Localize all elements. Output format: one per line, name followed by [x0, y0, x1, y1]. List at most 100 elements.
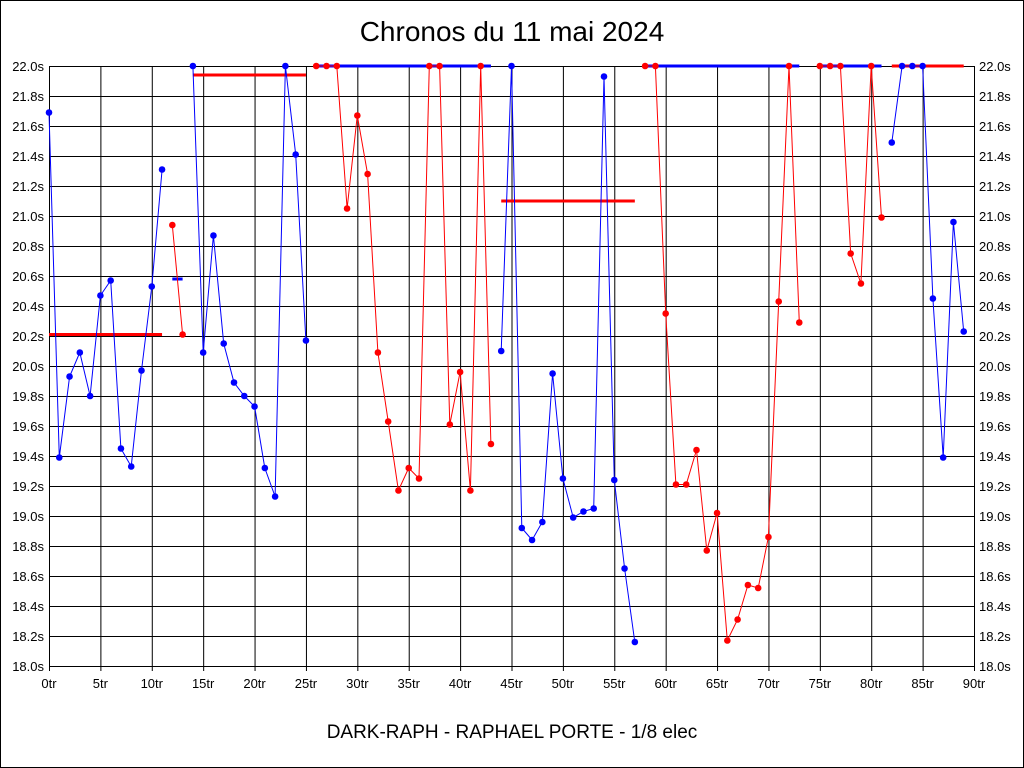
y-tick-label-right: 21.8s: [979, 89, 1011, 104]
data-point: [600, 73, 608, 80]
data-point: [744, 581, 752, 589]
x-tick-label: 25tr: [295, 676, 318, 691]
series-line: [645, 65, 800, 643]
x-tick-label: 90tr: [963, 676, 986, 691]
data-point: [158, 166, 166, 173]
data-point: [395, 487, 402, 494]
data-point: [127, 463, 135, 470]
data-point: [436, 62, 443, 70]
y-tick-label-left: 20.2s: [12, 329, 44, 344]
y-tick-label-right: 22.0s: [979, 59, 1011, 74]
y-tick-label-right: 19.2s: [979, 479, 1011, 494]
data-point: [898, 62, 906, 70]
data-point: [169, 221, 176, 229]
data-point: [724, 637, 731, 644]
x-tick-label: 0tr: [41, 676, 57, 691]
data-point: [878, 214, 885, 221]
x-tick-label: 65tr: [706, 676, 729, 691]
series-line: [171, 224, 184, 335]
data-point: [282, 62, 289, 70]
x-tick-label: 35tr: [398, 676, 421, 691]
data-point: [652, 62, 659, 70]
data-point: [343, 205, 351, 212]
y-tick-label-left: 21.4s: [12, 149, 44, 164]
data-point: [549, 370, 556, 377]
y-tick-label-left: 21.8s: [12, 89, 44, 104]
x-tick-label: 80tr: [860, 676, 883, 691]
x-tick-label: 30tr: [346, 676, 369, 691]
y-tick-label-left: 21.2s: [12, 179, 44, 194]
data-point: [405, 464, 413, 472]
y-tick-label-right: 20.8s: [979, 239, 1011, 254]
data-point: [477, 62, 484, 70]
data-point: [939, 454, 947, 461]
y-tick-label-right: 19.6s: [979, 419, 1011, 434]
data-point: [795, 319, 803, 326]
data-point: [580, 508, 587, 515]
data-point: [261, 464, 269, 472]
y-tick-label-left: 19.2s: [12, 479, 44, 494]
data-point: [292, 151, 299, 158]
data-point: [220, 340, 228, 347]
data-point: [765, 533, 772, 541]
data-point: [909, 62, 916, 70]
data-point: [467, 487, 474, 494]
data-point: [240, 392, 248, 400]
y-tick-label-right: 18.8s: [979, 539, 1011, 554]
data-point: [826, 62, 834, 70]
y-tick-label-right: 18.4s: [979, 599, 1011, 614]
data-point: [210, 232, 217, 239]
data-point: [86, 392, 94, 400]
x-tick-label: 70tr: [757, 676, 780, 691]
data-point: [960, 328, 968, 335]
chart-footer: DARK-RAPH - RAPHAEL PORTE - 1/8 elec: [326, 722, 698, 743]
data-point: [97, 292, 104, 299]
y-tick-label-right: 21.4s: [979, 149, 1011, 164]
y-tick-label-right: 19.4s: [979, 449, 1011, 464]
data-point: [45, 109, 53, 116]
data-point: [641, 62, 649, 70]
data-point: [117, 445, 125, 452]
data-point: [230, 379, 238, 386]
data-point: [610, 476, 618, 484]
data-point: [138, 367, 145, 374]
data-point: [888, 139, 896, 146]
data-point: [251, 403, 258, 410]
series-line: [891, 65, 965, 458]
data-point: [867, 62, 875, 70]
y-tick-label-left: 19.4s: [12, 449, 44, 464]
y-tick-label-right: 18.0s: [979, 659, 1011, 674]
x-tick-label: 50tr: [552, 676, 575, 691]
y-tick-label-left: 20.8s: [12, 239, 44, 254]
y-tick-label-right: 18.2s: [979, 629, 1011, 644]
data-point: [682, 481, 690, 488]
data-point: [271, 493, 279, 500]
y-tick-label-left: 18.4s: [12, 599, 44, 614]
y-tick-label-right: 21.0s: [979, 209, 1011, 224]
data-point: [312, 62, 320, 70]
data-point: [497, 347, 505, 355]
y-tick-label-left: 18.0s: [12, 659, 44, 674]
x-tick-label: 20tr: [243, 676, 266, 691]
data-point: [66, 373, 73, 380]
y-tick-label-right: 20.2s: [979, 329, 1011, 344]
data-point: [837, 62, 844, 70]
data-point: [446, 421, 454, 428]
data-point: [528, 536, 536, 544]
data-point: [415, 475, 423, 482]
y-tick-label-left: 19.8s: [12, 389, 44, 404]
data-point: [621, 565, 628, 572]
data-point: [179, 331, 186, 338]
data-point: [919, 62, 926, 70]
data-point: [734, 616, 741, 623]
data-point: [374, 349, 382, 356]
y-tick-label-right: 21.6s: [979, 119, 1011, 134]
data-point: [703, 547, 711, 554]
data-point: [487, 440, 495, 448]
data-point: [929, 295, 937, 302]
data-point: [693, 446, 700, 454]
data-point: [754, 584, 762, 592]
x-tick-label: 55tr: [603, 676, 626, 691]
y-tick-label-left: 18.8s: [12, 539, 44, 554]
chart-title: Chronos du 11 mai 2024: [359, 16, 665, 47]
